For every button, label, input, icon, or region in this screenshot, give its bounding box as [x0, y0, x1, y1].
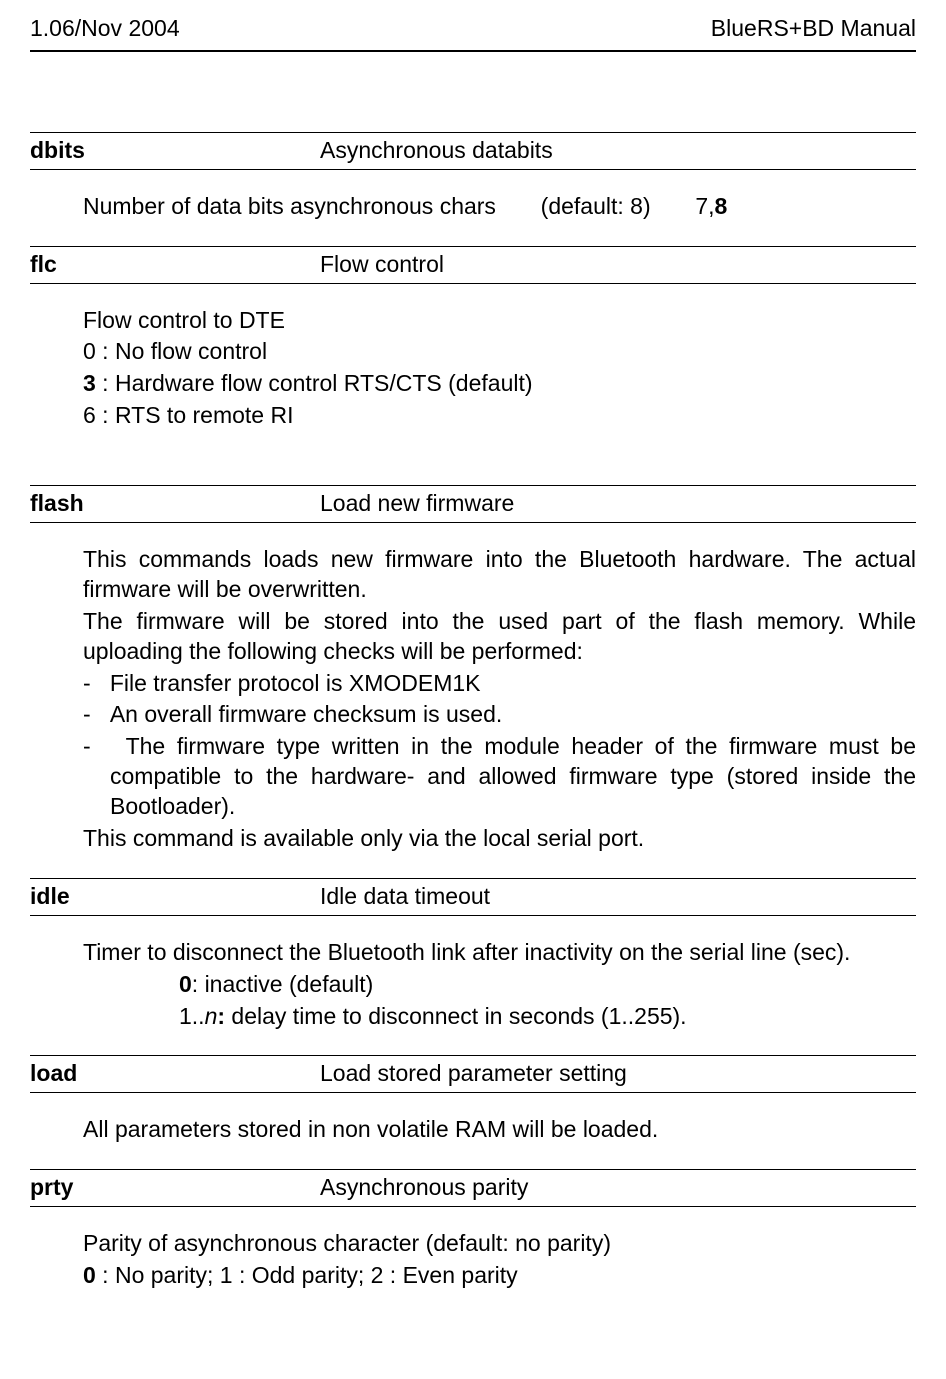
section-body-prty: Parity of asynchronous character (defaul… [30, 1207, 916, 1291]
flash-b3: - The firmware type written in the modul… [83, 732, 916, 822]
section-body-dbits: Number of data bits asynchronous chars (… [30, 170, 916, 246]
idle-i2d: delay time to disconnect in seconds (1..… [225, 1003, 687, 1029]
flc-l3: 3 : Hardware flow control RTS/CTS (defau… [83, 369, 916, 399]
section-key-dbits: dbits [30, 136, 320, 166]
idle-p1: Timer to disconnect the Bluetooth link a… [83, 938, 916, 968]
section-body-load: All parameters stored in non volatile RA… [30, 1093, 916, 1169]
section-desc-idle: Idle data timeout [320, 882, 916, 912]
dbits-text-a: Number of data bits asynchronous chars [83, 193, 496, 219]
flash-p1: This commands loads new firmware into th… [83, 545, 916, 605]
flc-l1: Flow control to DTE [83, 306, 916, 336]
prty-p2: 0 : No parity; 1 : Odd parity; 2 : Even … [83, 1261, 916, 1291]
dbits-text-d: 8 [715, 193, 728, 219]
section-key-idle: idle [30, 882, 320, 912]
prty-p1: Parity of asynchronous character (defaul… [83, 1229, 916, 1259]
idle-i2: 1..n: delay time to disconnect in second… [83, 1002, 916, 1032]
idle-i2a: 1.. [179, 1003, 205, 1029]
section-title-load: load Load stored parameter setting [30, 1055, 916, 1093]
section-key-prty: prty [30, 1173, 320, 1203]
dbits-text-c: 7, [695, 193, 714, 219]
section-title-flc: flc Flow control [30, 246, 916, 284]
prty-p2b: : No parity; 1 : Odd parity; 2 : Even pa… [96, 1262, 518, 1288]
section-desc-load: Load stored parameter setting [320, 1059, 916, 1089]
section-title-flash: flash Load new firmware [30, 485, 916, 523]
flc-l4: 6 : RTS to remote RI [83, 401, 916, 431]
section-title-dbits: dbits Asynchronous databits [30, 132, 916, 170]
idle-i1b: : inactive (default) [192, 971, 374, 997]
load-p1: All parameters stored in non volatile RA… [83, 1115, 916, 1145]
dbits-text-b: (default: 8) [541, 193, 651, 219]
flash-p3: This command is available only via the l… [83, 824, 916, 854]
idle-i1a: 0 [179, 971, 192, 997]
prty-p2a: 0 [83, 1262, 96, 1288]
flc-l2: 0 : No flow control [83, 337, 916, 367]
page: 1.06/Nov 2004 BlueRS+BD Manual dbits Asy… [0, 0, 946, 1379]
section-desc-flash: Load new firmware [320, 489, 916, 519]
header-left: 1.06/Nov 2004 [30, 14, 180, 44]
section-key-load: load [30, 1059, 320, 1089]
section-body-flc: Flow control to DTE 0 : No flow control … [30, 284, 916, 456]
flc-l3a: 3 [83, 370, 96, 396]
idle-i2c: : [217, 1003, 225, 1029]
section-desc-dbits: Asynchronous databits [320, 136, 916, 166]
flash-b2: - An overall firmware checksum is used. [83, 700, 916, 730]
section-key-flash: flash [30, 489, 320, 519]
section-body-flash: This commands loads new firmware into th… [30, 523, 916, 878]
header-right: BlueRS+BD Manual [711, 14, 916, 44]
flash-b1: - File transfer protocol is XMODEM1K [83, 669, 916, 699]
section-desc-prty: Asynchronous parity [320, 1173, 916, 1203]
section-key-flc: flc [30, 250, 320, 280]
header-rule [30, 50, 916, 52]
section-title-prty: prty Asynchronous parity [30, 1169, 916, 1207]
idle-i2b: n [205, 1003, 218, 1029]
flash-p2: The firmware will be stored into the use… [83, 607, 916, 667]
section-title-idle: idle Idle data timeout [30, 878, 916, 916]
section-desc-flc: Flow control [320, 250, 916, 280]
flc-l3b: : Hardware flow control RTS/CTS (default… [96, 370, 533, 396]
page-header: 1.06/Nov 2004 BlueRS+BD Manual [30, 10, 916, 50]
idle-i1: 0: inactive (default) [83, 970, 916, 1000]
section-body-idle: Timer to disconnect the Bluetooth link a… [30, 916, 916, 1056]
dbits-line: Number of data bits asynchronous chars (… [83, 192, 916, 222]
